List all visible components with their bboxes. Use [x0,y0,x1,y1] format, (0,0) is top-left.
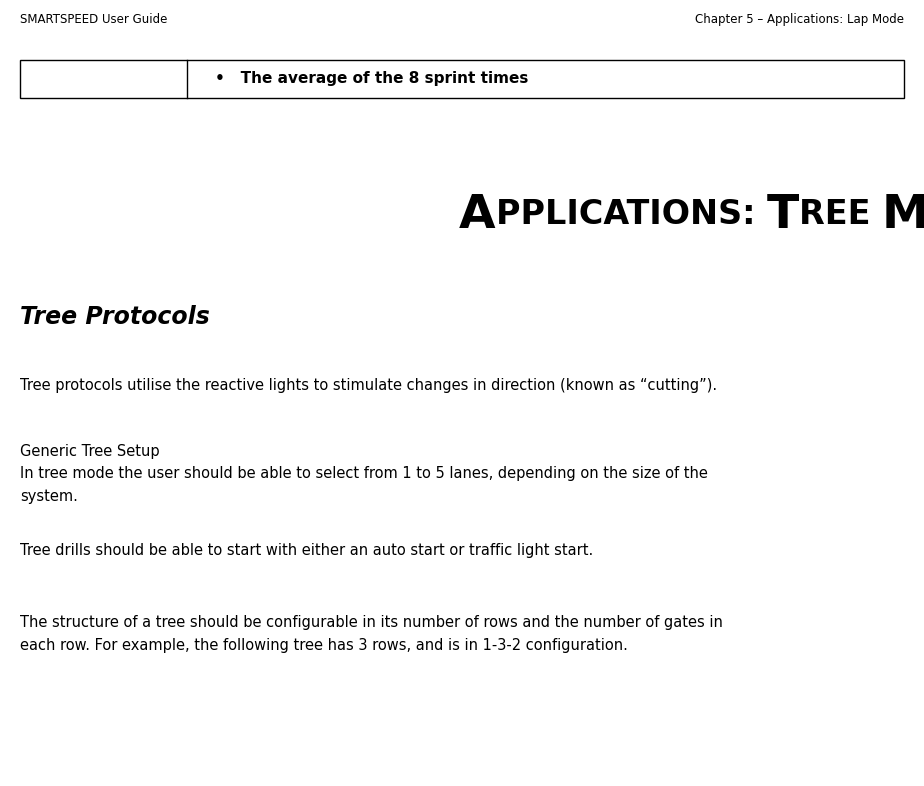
Text: M: M [882,193,924,237]
Text: Tree drills should be able to start with either an auto start or traffic light s: Tree drills should be able to start with… [20,543,593,558]
Text: The structure of a tree should be configurable in its number of rows and the num: The structure of a tree should be config… [20,615,723,630]
Text: Tree protocols utilise the reactive lights to stimulate changes in direction (kn: Tree protocols utilise the reactive ligh… [20,378,717,393]
Text: Generic Tree Setup: Generic Tree Setup [20,444,160,459]
Text: REE: REE [799,199,882,232]
Text: A: A [459,193,495,237]
Text: each row. For example, the following tree has 3 rows, and is in 1-3-2 configurat: each row. For example, the following tre… [20,638,628,653]
Text: T: T [767,193,799,237]
Text: PPLICATIONS:: PPLICATIONS: [495,199,767,232]
Text: Tree Protocols: Tree Protocols [20,305,210,329]
Bar [20,60,904,98]
Text: In tree mode the user should be able to select from 1 to 5 lanes, depending on t: In tree mode the user should be able to … [20,466,708,481]
Text: •   The average of the 8 sprint times: • The average of the 8 sprint times [215,72,529,86]
Text: system.: system. [20,489,78,504]
Text: SMARTSPEED User Guide: SMARTSPEED User Guide [20,13,167,26]
Text: Chapter 5 – Applications: Lap Mode: Chapter 5 – Applications: Lap Mode [695,13,904,26]
